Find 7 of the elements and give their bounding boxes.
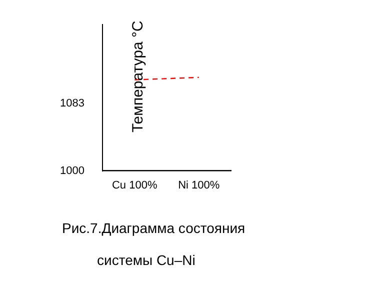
x-tick-label: Cu 100% (112, 179, 158, 192)
y-tick-label: 1083 (60, 97, 84, 110)
text: системы Cu–Ni (97, 252, 196, 268)
text: Рис.7.Диаграмма состояния (62, 220, 246, 236)
x-tick-label: Ni 100% (178, 179, 220, 192)
y-axis-title: Температура °C (130, 20, 147, 133)
y-tick-label: 1000 (60, 164, 84, 177)
